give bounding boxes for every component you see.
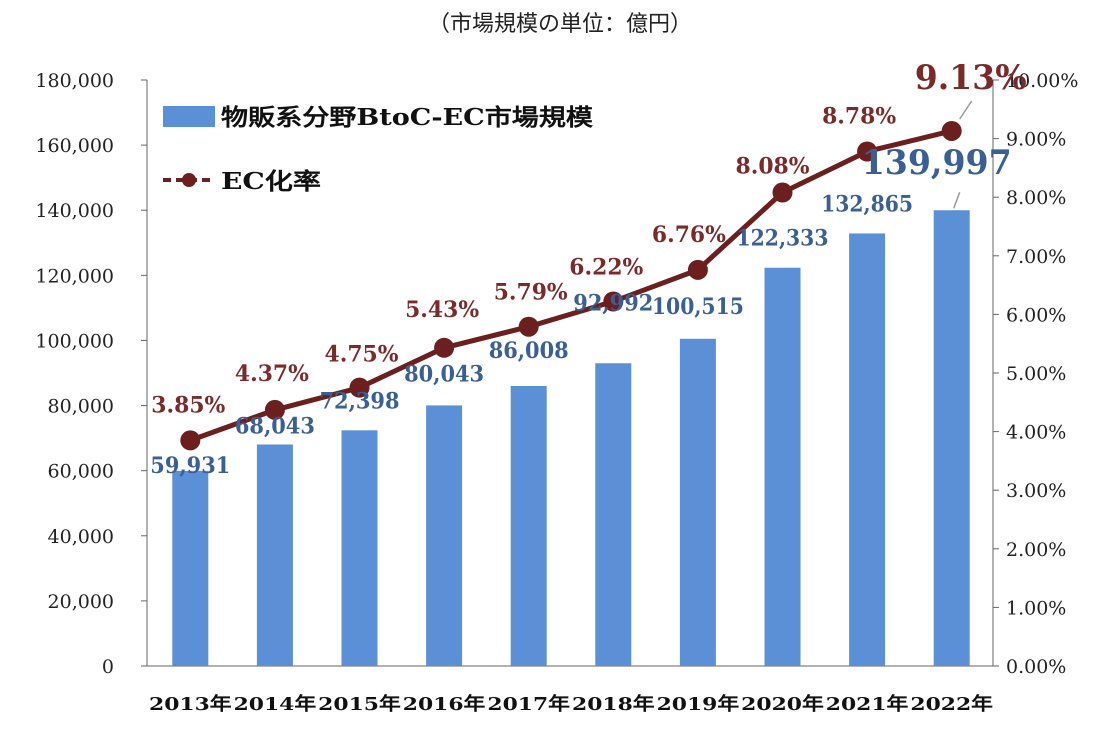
bar-value-label: 139,997 — [862, 143, 1012, 183]
x-tick-label: 2015年 — [318, 693, 401, 715]
bar-value-label: 132,865 — [821, 191, 913, 217]
legend-bar-swatch — [163, 106, 215, 127]
y-right-tick-label: 7.00% — [1006, 246, 1066, 268]
y-left-tick-label: 80,000 — [48, 396, 114, 418]
unit-note: （市場規模の単位：億円） — [427, 12, 692, 37]
line-marker — [603, 291, 624, 312]
x-tick-label: 2017年 — [487, 693, 570, 715]
line-value-label: 6.76% — [652, 222, 726, 248]
line-marker — [857, 141, 878, 162]
line-value-label: 3.85% — [151, 392, 225, 418]
y-right-tick-label: 4.00% — [1006, 422, 1066, 444]
line-marker — [941, 120, 962, 141]
legend-line-label: EC化率 — [221, 168, 321, 195]
x-tick-label: 2013年 — [149, 693, 232, 715]
line-value-label: 5.43% — [405, 297, 479, 323]
y-right-tick-label: 1.00% — [1006, 597, 1066, 619]
line-marker — [687, 259, 708, 280]
bar-value-label: 86,008 — [489, 338, 569, 364]
y-right-tick-label: 2.00% — [1006, 539, 1066, 561]
x-tick-label: 2020年 — [741, 693, 824, 715]
bar-value-label: 68,043 — [235, 413, 315, 439]
bar — [510, 385, 547, 666]
line-value-label: 8.78% — [822, 103, 896, 129]
y-right-tick-label: 5.00% — [1006, 363, 1066, 385]
bar — [679, 338, 716, 666]
y-left-tick-label: 140,000 — [35, 200, 114, 222]
bar — [341, 430, 378, 666]
bar — [426, 405, 463, 666]
line-value-label: 9.13% — [915, 58, 1027, 98]
leader-line — [959, 100, 973, 120]
legend-line-marker — [182, 173, 196, 187]
bar-value-label: 59,931 — [150, 453, 230, 479]
bar-value-label: 100,515 — [652, 294, 744, 320]
line-marker — [434, 337, 455, 358]
y-left-tick-label: 0 — [102, 656, 114, 678]
bar — [933, 210, 970, 666]
legend-bar-label: 物販系分野BtoC-EC市場規模 — [221, 104, 594, 131]
y-left-tick-label: 40,000 — [48, 526, 114, 548]
y-right-tick-label: 8.00% — [1006, 187, 1066, 209]
y-right-tick-label: 6.00% — [1006, 304, 1066, 326]
leader-line — [952, 191, 961, 209]
bar-value-label: 72,398 — [320, 388, 400, 414]
y-left-tick-label: 160,000 — [35, 135, 114, 157]
bar-value-label: 80,043 — [404, 361, 484, 387]
line-value-label: 8.08% — [736, 154, 810, 180]
bar — [595, 363, 632, 666]
bar-value-label: 122,333 — [737, 226, 829, 252]
x-tick-label: 2018年 — [572, 693, 655, 715]
line-series — [189, 128, 953, 443]
line-value-label: 5.79% — [494, 280, 568, 306]
x-tick-label: 2016年 — [403, 693, 486, 715]
bar — [256, 444, 293, 666]
bar — [764, 267, 801, 666]
x-tick-label: 2019年 — [657, 693, 740, 715]
y-right-tick-label: 10.00% — [1006, 70, 1078, 92]
line-marker — [180, 430, 201, 451]
bar — [172, 470, 209, 666]
line-marker — [772, 182, 793, 203]
y-right-tick-label: 9.00% — [1006, 129, 1066, 151]
y-left-tick-label: 60,000 — [48, 461, 114, 483]
y-left-tick-label: 180,000 — [35, 70, 114, 92]
x-tick-label: 2014年 — [234, 693, 317, 715]
line-marker — [518, 316, 539, 337]
y-right-tick-label: 3.00% — [1006, 480, 1066, 502]
y-left-tick-label: 20,000 — [48, 591, 114, 613]
bar-value-label: 92,992 — [573, 290, 653, 316]
line-marker — [264, 399, 285, 420]
y-left-tick-label: 100,000 — [35, 330, 114, 352]
x-tick-label: 2021年 — [826, 693, 909, 715]
line-value-label: 6.22% — [569, 255, 643, 281]
bar — [849, 233, 886, 666]
x-tick-label: 2022年 — [910, 693, 993, 715]
line-value-label: 4.37% — [235, 361, 309, 387]
line-marker — [349, 377, 370, 398]
line-value-label: 4.75% — [325, 342, 399, 368]
y-left-tick-label: 120,000 — [35, 265, 114, 287]
y-right-tick-label: 0.00% — [1006, 656, 1066, 678]
